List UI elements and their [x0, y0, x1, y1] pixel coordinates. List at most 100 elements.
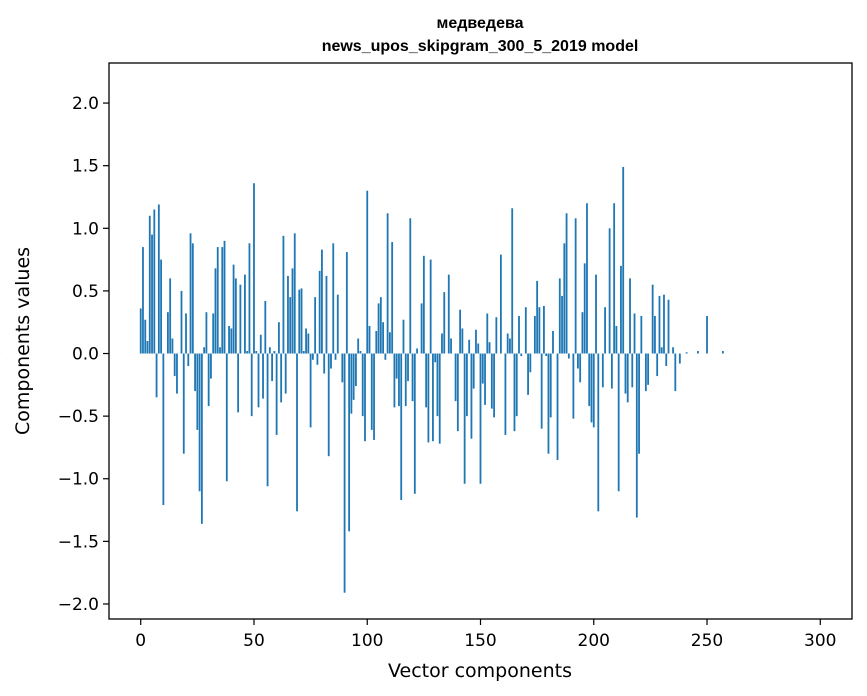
- bar-219: [635, 353, 638, 518]
- bar-124: [420, 303, 423, 354]
- bar-200: [592, 353, 595, 428]
- bar-29: [205, 312, 208, 354]
- bar-162: [506, 333, 509, 354]
- bar-65: [287, 275, 289, 354]
- bar-70: [298, 289, 301, 354]
- bar-38: [225, 353, 228, 482]
- bar-5: [151, 234, 153, 354]
- bar-103: [373, 353, 375, 440]
- bar-221: [640, 315, 643, 354]
- x-tick-label: 250: [691, 631, 723, 651]
- bar-79: [318, 270, 321, 354]
- bar-33: [214, 268, 217, 354]
- bar-110: [388, 332, 391, 354]
- bar-133: [441, 333, 443, 354]
- bar-68: [293, 233, 296, 354]
- bar-228: [656, 353, 659, 377]
- bar-52: [257, 353, 260, 408]
- bar-26: [198, 353, 201, 492]
- bar-102: [370, 353, 373, 430]
- bar-212: [620, 265, 622, 354]
- bar-81: [323, 353, 326, 374]
- bar-142: [461, 328, 464, 354]
- bar-66: [289, 297, 292, 354]
- bar-2: [144, 319, 147, 354]
- bar-238: [678, 353, 681, 364]
- bar-99: [364, 353, 366, 442]
- bar-109: [386, 213, 389, 354]
- bar-83: [327, 353, 330, 457]
- bar-62: [280, 353, 283, 403]
- bar-112: [393, 353, 396, 408]
- bar-3: [146, 341, 149, 354]
- bar-42: [234, 278, 237, 354]
- bar-32: [212, 313, 215, 354]
- bar-180: [547, 353, 550, 454]
- plot-frame: [108, 62, 853, 620]
- bar-214: [624, 353, 627, 394]
- y-tick-label: 1.5: [72, 157, 99, 177]
- bar-43: [237, 353, 240, 413]
- bar-116: [402, 319, 405, 354]
- bar-122: [416, 348, 418, 354]
- bar-73: [305, 328, 307, 354]
- bar-96: [357, 338, 360, 354]
- bar-14: [171, 338, 174, 354]
- bar-197: [586, 203, 588, 354]
- y-tick-label: 1.0: [72, 219, 99, 239]
- y-tick-label: −1.5: [58, 532, 99, 552]
- bar-207: [608, 228, 611, 354]
- bar-64: [284, 353, 287, 394]
- bar-128: [429, 259, 432, 354]
- bar-18: [180, 290, 183, 354]
- bar-168: [520, 353, 523, 357]
- bar-21: [187, 353, 190, 367]
- bar-209: [613, 203, 616, 354]
- y-axis-label: Components values: [12, 247, 34, 435]
- bar-150: [479, 353, 482, 484]
- bar-100: [366, 190, 369, 354]
- bar-47: [246, 351, 249, 354]
- bar-51: [255, 351, 258, 354]
- bar-229: [658, 295, 661, 354]
- bar-87: [336, 294, 339, 354]
- bar-8: [157, 204, 160, 354]
- bar-82: [325, 275, 328, 354]
- bar-93: [350, 353, 353, 414]
- bar-61: [277, 322, 280, 354]
- bar-118: [407, 353, 409, 382]
- bar-164: [511, 208, 514, 354]
- bar-223: [644, 353, 647, 392]
- bar-210: [615, 325, 618, 354]
- bar-39: [228, 325, 230, 354]
- bar-131: [436, 353, 439, 417]
- bar-144: [466, 353, 468, 417]
- bar-56: [266, 353, 269, 487]
- bar-19: [182, 353, 185, 454]
- bar-94: [352, 353, 355, 400]
- bar-90: [343, 353, 346, 593]
- x-tick-label: 0: [135, 631, 146, 651]
- bar-186: [561, 295, 563, 354]
- bar-161: [504, 353, 507, 435]
- bar-146: [470, 353, 473, 439]
- bar-218: [633, 313, 636, 354]
- bar-25: [196, 353, 199, 430]
- bar-199: [590, 353, 593, 423]
- bar-159: [499, 254, 502, 354]
- bar-149: [477, 343, 480, 354]
- bar-44: [239, 284, 242, 354]
- bar-106: [379, 297, 382, 354]
- bar-104: [375, 330, 378, 354]
- bar-236: [674, 353, 677, 392]
- bar-171: [527, 353, 529, 395]
- bar-95: [355, 353, 357, 387]
- bar-187: [563, 243, 566, 354]
- bar-130: [434, 353, 437, 363]
- bar-202: [597, 353, 600, 512]
- y-tick-label: −1.0: [58, 470, 99, 490]
- bar-179: [545, 353, 548, 357]
- bar-205: [604, 307, 606, 354]
- bar-58: [271, 353, 273, 382]
